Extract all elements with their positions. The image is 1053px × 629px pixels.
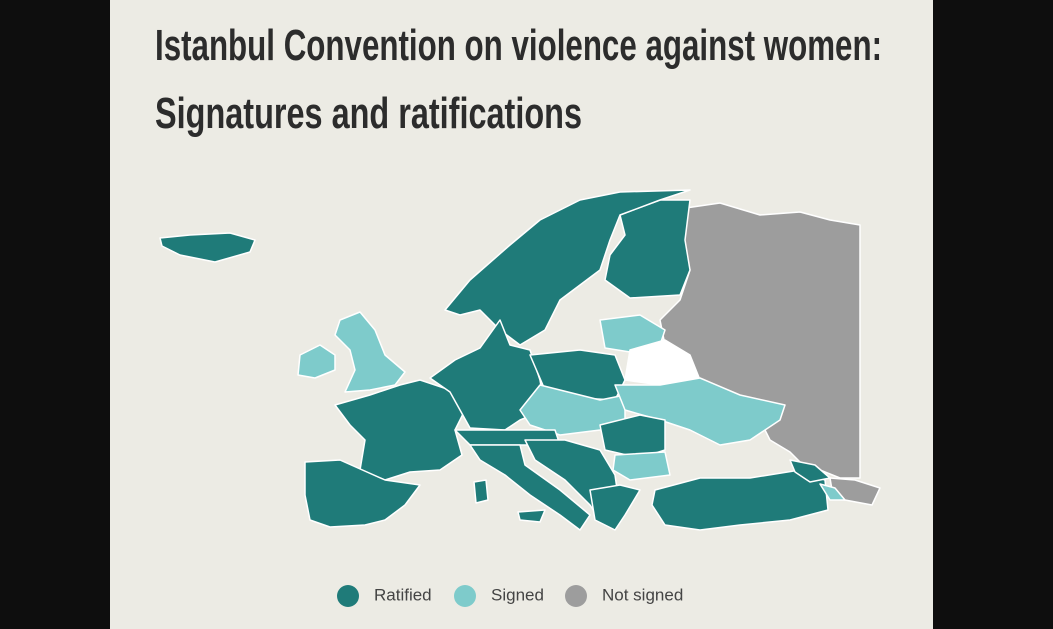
country [612,451,671,481]
country [517,509,546,523]
legend: Ratified Signed Not signed [337,585,683,607]
legend-label: Not signed [602,585,683,604]
country [304,459,421,528]
country [334,379,466,481]
country [819,483,846,501]
country [469,444,591,531]
country [651,469,829,531]
country [599,414,666,459]
country [334,311,406,393]
legend-swatch [454,585,476,607]
legend-label: Signed [491,585,544,604]
legend-swatch [337,585,359,607]
title-line: Istanbul Convention on violence against … [155,21,882,70]
country [159,232,256,263]
country [789,459,831,483]
legend-swatch [565,585,587,607]
country [589,484,641,531]
country [473,479,489,504]
country [297,344,336,379]
title-line: Signatures and ratifications [155,89,582,138]
country [604,199,691,299]
country [659,202,861,479]
map [159,189,881,531]
country [519,384,626,436]
legend-label: Ratified [374,585,432,604]
